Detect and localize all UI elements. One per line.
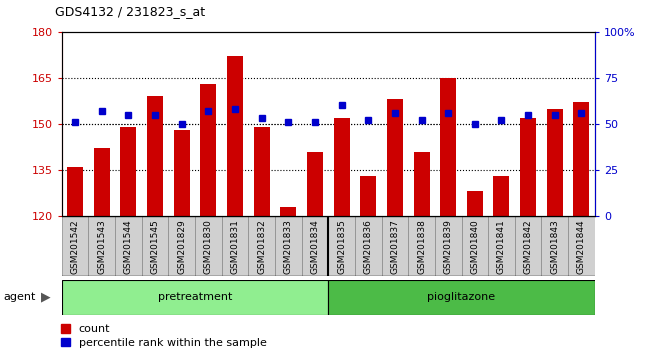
Text: GSM201831: GSM201831 (231, 219, 239, 274)
Text: GSM201834: GSM201834 (311, 219, 319, 274)
Bar (467, 192, 483, 216)
Bar (493, 176, 510, 216)
Bar (328, 216, 355, 276)
Bar (541, 216, 568, 276)
Bar (462, 216, 488, 276)
Text: GSM201842: GSM201842 (524, 219, 532, 274)
Text: pretreatment: pretreatment (158, 292, 232, 302)
Bar (435, 216, 462, 276)
Text: GSM201841: GSM201841 (497, 219, 506, 274)
Bar (248, 216, 275, 276)
Bar (488, 216, 515, 276)
Bar (280, 207, 296, 216)
Bar (520, 118, 536, 216)
Text: GSM201543: GSM201543 (98, 219, 106, 274)
Bar (142, 216, 168, 276)
Text: pioglitazone: pioglitazone (428, 292, 495, 302)
Bar (408, 216, 435, 276)
Text: GSM201840: GSM201840 (471, 219, 479, 274)
Bar (382, 216, 408, 276)
Bar (547, 109, 563, 216)
Text: GSM201838: GSM201838 (417, 219, 426, 274)
Bar (568, 216, 595, 276)
Legend: count, percentile rank within the sample: count, percentile rank within the sample (61, 324, 266, 348)
Bar (147, 96, 163, 216)
Text: GSM201542: GSM201542 (71, 219, 79, 274)
Bar (360, 176, 376, 216)
Text: GSM201836: GSM201836 (364, 219, 372, 274)
Bar (222, 216, 248, 276)
Bar (62, 216, 88, 276)
Bar (168, 216, 195, 276)
Bar (62, 280, 328, 315)
Bar (515, 216, 541, 276)
Bar (413, 152, 430, 216)
Text: GSM201829: GSM201829 (177, 219, 186, 274)
Bar (355, 216, 382, 276)
Text: GDS4132 / 231823_s_at: GDS4132 / 231823_s_at (55, 5, 205, 18)
Text: GSM201839: GSM201839 (444, 219, 452, 274)
Text: GSM201835: GSM201835 (337, 219, 346, 274)
Bar (94, 148, 110, 216)
Bar (387, 99, 403, 216)
Bar (254, 127, 270, 216)
Text: GSM201830: GSM201830 (204, 219, 213, 274)
Bar (573, 102, 590, 216)
Bar (67, 167, 83, 216)
Bar (195, 216, 222, 276)
Bar (120, 127, 136, 216)
Bar (275, 216, 302, 276)
Bar (88, 216, 115, 276)
Text: GSM201837: GSM201837 (391, 219, 399, 274)
Text: GSM201544: GSM201544 (124, 219, 133, 274)
Bar (440, 78, 456, 216)
Bar (200, 84, 216, 216)
Bar (333, 118, 350, 216)
Text: GSM201843: GSM201843 (551, 219, 559, 274)
Text: agent: agent (3, 292, 36, 302)
Text: GSM201832: GSM201832 (257, 219, 266, 274)
Text: ▶: ▶ (41, 291, 51, 304)
Text: GSM201844: GSM201844 (577, 219, 586, 274)
Bar (174, 130, 190, 216)
Bar (307, 152, 323, 216)
Bar (227, 56, 243, 216)
Bar (115, 216, 142, 276)
Bar (302, 216, 328, 276)
Text: GSM201833: GSM201833 (284, 219, 292, 274)
Text: GSM201545: GSM201545 (151, 219, 159, 274)
Bar (328, 280, 595, 315)
